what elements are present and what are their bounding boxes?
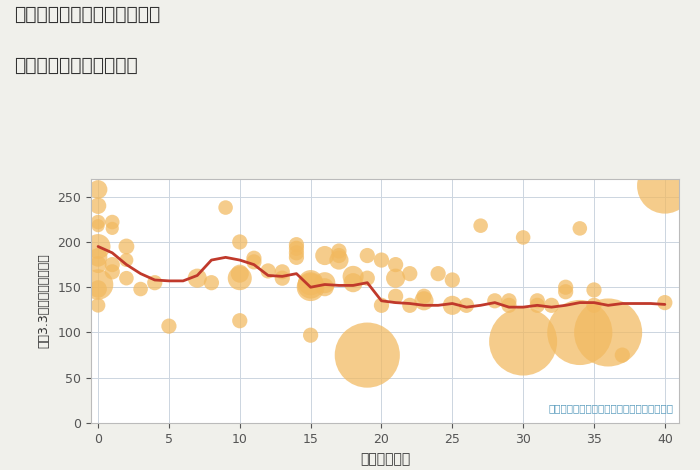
Point bbox=[106, 268, 118, 275]
Point bbox=[347, 279, 358, 286]
Point bbox=[532, 297, 543, 305]
Point bbox=[121, 243, 132, 250]
Point bbox=[248, 258, 260, 266]
Point bbox=[517, 338, 528, 345]
Point bbox=[433, 270, 444, 277]
Point bbox=[319, 283, 330, 291]
Point bbox=[106, 218, 118, 226]
Point bbox=[659, 182, 671, 189]
Point bbox=[447, 302, 458, 309]
Point bbox=[149, 279, 160, 286]
Point bbox=[659, 299, 671, 306]
Point bbox=[234, 270, 246, 277]
Point bbox=[447, 276, 458, 284]
Point bbox=[560, 288, 571, 296]
Point bbox=[560, 283, 571, 291]
Point bbox=[92, 254, 104, 261]
Point bbox=[546, 302, 557, 309]
Point bbox=[376, 256, 387, 264]
Point bbox=[617, 352, 628, 359]
Point bbox=[574, 225, 585, 232]
Point bbox=[333, 252, 344, 259]
Point bbox=[362, 252, 373, 259]
Point bbox=[589, 286, 600, 294]
Point bbox=[362, 352, 373, 359]
Point bbox=[192, 274, 203, 282]
Point bbox=[503, 297, 514, 305]
Point bbox=[290, 249, 302, 257]
Y-axis label: 坪（3.3㎡）単価（万円）: 坪（3.3㎡）単価（万円） bbox=[38, 253, 50, 348]
Point bbox=[248, 254, 260, 262]
Point bbox=[135, 285, 146, 293]
Point bbox=[92, 202, 104, 210]
Text: 円の大きさは、取引のあった物件面積を示す: 円の大きさは、取引のあった物件面積を示す bbox=[548, 403, 673, 413]
Point bbox=[276, 274, 288, 282]
Point bbox=[503, 302, 514, 309]
Point bbox=[305, 282, 316, 289]
Point bbox=[333, 247, 344, 255]
Point bbox=[262, 267, 274, 274]
Point bbox=[603, 329, 614, 336]
Point bbox=[532, 302, 543, 309]
Point bbox=[404, 270, 415, 277]
Point bbox=[489, 297, 500, 305]
Point bbox=[92, 218, 104, 226]
Point bbox=[234, 317, 246, 324]
Point bbox=[517, 234, 528, 241]
Point bbox=[92, 243, 104, 250]
Point bbox=[376, 302, 387, 309]
Point bbox=[574, 329, 585, 336]
Point bbox=[419, 297, 430, 305]
Point bbox=[163, 322, 174, 330]
Point bbox=[92, 281, 104, 288]
Point bbox=[319, 279, 330, 286]
Point bbox=[589, 302, 600, 309]
Point bbox=[92, 302, 104, 309]
Point bbox=[234, 274, 246, 282]
Point bbox=[461, 302, 472, 309]
Point bbox=[305, 331, 316, 339]
Point bbox=[92, 222, 104, 229]
Point bbox=[390, 274, 401, 282]
Point bbox=[390, 292, 401, 300]
Point bbox=[362, 274, 373, 282]
Point bbox=[106, 225, 118, 232]
Point bbox=[121, 256, 132, 264]
X-axis label: 築年数（年）: 築年数（年） bbox=[360, 453, 410, 467]
Point bbox=[92, 261, 104, 268]
Point bbox=[276, 268, 288, 275]
Point bbox=[234, 238, 246, 246]
Point bbox=[121, 274, 132, 282]
Point bbox=[220, 204, 231, 212]
Point bbox=[92, 186, 104, 193]
Point bbox=[290, 241, 302, 249]
Point bbox=[390, 261, 401, 268]
Point bbox=[290, 244, 302, 252]
Point bbox=[347, 273, 358, 280]
Point bbox=[305, 283, 316, 291]
Point bbox=[419, 292, 430, 300]
Point bbox=[475, 222, 486, 229]
Point bbox=[290, 254, 302, 261]
Point bbox=[206, 279, 217, 286]
Text: 神奈川県川崎市高津区溝口の: 神奈川県川崎市高津区溝口の bbox=[14, 5, 160, 24]
Point bbox=[404, 302, 415, 309]
Point bbox=[106, 261, 118, 268]
Point bbox=[305, 279, 316, 286]
Point bbox=[333, 256, 344, 264]
Point bbox=[92, 285, 104, 293]
Text: 築年数別中古戸建て価格: 築年数別中古戸建て価格 bbox=[14, 56, 138, 75]
Point bbox=[319, 252, 330, 259]
